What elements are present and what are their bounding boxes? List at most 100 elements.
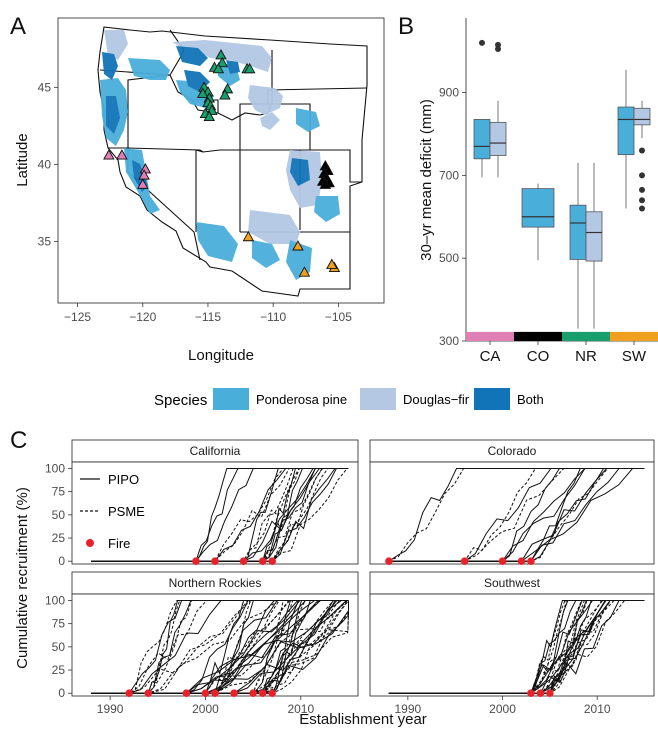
fire-point [498,557,507,566]
map-x-tick-label: −125 [64,310,91,324]
legend-label-douglas: Douglas−fir [403,392,470,407]
legend-swatch-douglas [360,388,396,410]
boxplot-x-tick-label: CA [480,348,501,365]
pipo-curve [388,468,645,562]
pipo-curve [388,600,645,694]
legend-title: Species [154,392,207,409]
legend-label-ponderosa: Ponderosa pine [256,392,347,407]
map-y-tick-label: 40 [38,157,52,171]
psme-curve [91,600,349,694]
fire-point [258,689,267,698]
pipo-curve [388,600,645,694]
panel-letter-a: A [10,13,26,40]
site-marker-nr [196,87,209,98]
site-marker-sw [298,266,311,277]
region-bar-ca [466,331,514,341]
psme-curve [91,600,349,694]
box-body [633,107,651,126]
psme-curve [91,468,349,562]
species-legend: Species Ponderosa pine Douglas−fir Both [154,388,544,410]
outlier-point [495,41,501,48]
box-ca-pipo [473,39,491,178]
pipo-curve [91,600,349,694]
facet-x-tick-label: 1990 [395,702,422,716]
fire-point [182,689,191,698]
psme-curve [388,600,645,694]
facet-strip-label: Northern Rockies [169,576,262,590]
psme-curve [388,468,645,562]
boxplot-ticks: 300 500 700 900 CA CO NR SW [439,86,658,365]
fire-point [211,689,219,698]
box-co-pipo [521,183,555,261]
pipo-curve [91,468,349,562]
fire-point [249,689,257,698]
fire-point [144,689,153,698]
pipo-curve [91,600,349,694]
facet-southwest: Southwest 1990 2000 2010 [369,571,655,716]
facet-x-tick-label: 2000 [192,702,219,716]
facet-y-title: Cumulative recruitment (%) [14,487,31,669]
boxplot-x-tick-label: CO [527,348,550,365]
facet-y-tick-label: 100 [45,593,65,607]
psme-curve [388,600,645,694]
boxplot-y-tick-label: 900 [439,86,459,100]
boxplot-y-tick-label: 500 [439,251,459,265]
fire-point [527,689,535,698]
facet-northern-rockies: Northern Rockies 0 25 50 75 100 1990 2000 2010 [45,571,359,716]
legend-swatch-both [474,388,510,410]
panel-letter-c: C [10,427,27,454]
facet-y-tick-label: 75 [52,485,66,499]
fire-point [125,689,133,698]
facet-strip-label: California [190,444,241,458]
pipo-curve [388,468,645,562]
outlier-point [639,205,645,212]
box-ca-psme [489,41,507,178]
recruitment-curves [388,468,645,562]
psme-curve [91,600,349,694]
pipo-curve [388,468,645,562]
box-body [569,204,587,260]
pipo-curve [91,468,349,562]
boxplot-y-tick-label: 700 [439,168,459,182]
pipo-curve [388,468,645,562]
pipo-curve [91,600,349,694]
site-marker-sw [292,240,304,251]
facet-frame [71,593,359,697]
pipo-curve [91,600,349,694]
pipo-curve [91,468,349,562]
legend-psme-label: PSME [108,504,145,519]
pipo-curve [388,468,645,562]
fire-point [239,557,248,566]
map-axes: −125 −120 −115 −110 −105 35 40 45 [38,80,353,324]
pipo-curve [388,600,645,694]
pipo-curve [91,600,349,694]
facet-y-tick-label: 25 [52,531,66,545]
facet-strip-label: Southwest [484,576,541,590]
pipo-curve [388,600,645,694]
box-sw-psme [633,100,651,212]
psme-curve [91,600,349,694]
pipo-curve [91,600,349,694]
psme-curve [388,600,645,694]
fire-point [268,689,277,698]
outlier-point [639,197,645,204]
outlier-point [479,39,485,46]
pipo-curve [91,600,349,694]
psme-curve [91,600,349,694]
legend-fire-label: Fire [108,536,130,551]
facet-y-tick-label: 75 [52,617,66,631]
recruitment-facets: California 0 25 50 75 100 PIPO PSME Fire Colorado… [45,439,655,716]
fire-point [230,689,238,698]
pipo-curve [388,468,645,562]
map-y-tick-label: 45 [38,80,52,94]
psme-curve [388,468,645,562]
pipo-curve [91,468,349,562]
site-marker-ca [116,149,128,160]
pipo-curve [91,600,349,694]
psme-curve [91,600,349,694]
facet-california: California 0 25 50 75 100 PIPO PSME Fire [45,439,359,568]
fire-point [517,557,526,566]
psme-curve [91,468,349,562]
box-sw-pipo [617,69,635,209]
psme-curve [91,600,349,694]
